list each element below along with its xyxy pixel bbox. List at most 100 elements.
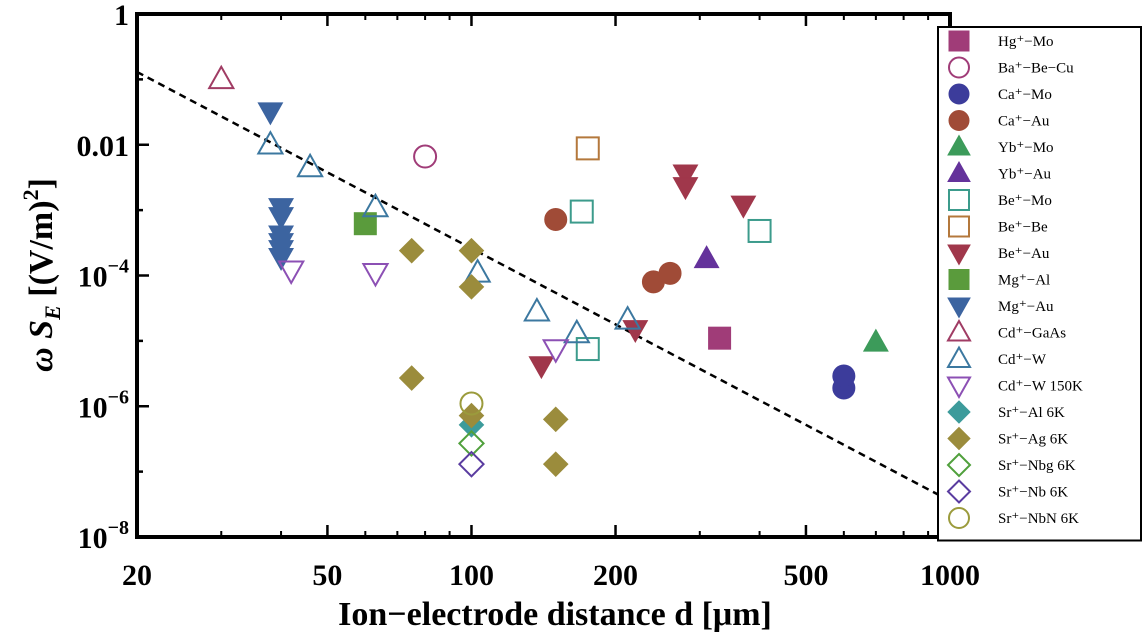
- legend-item: Hg⁺−Mo: [948, 30, 1054, 52]
- data-point: [458, 274, 485, 300]
- data-point: [693, 245, 720, 269]
- legend-marker: [947, 160, 971, 182]
- x-tick-label: 1000: [920, 559, 980, 592]
- legend-marker: [946, 376, 972, 400]
- legend-label: Sr⁺−Nbg 6K: [998, 458, 1076, 474]
- legend-marker: [947, 134, 971, 156]
- data-point: [708, 326, 732, 350]
- trend-line-layer: [137, 70, 950, 502]
- data-point: [398, 237, 425, 264]
- legend-marker: [948, 56, 970, 79]
- legend-marker: [947, 400, 971, 424]
- plot-frame: [135, 12, 952, 539]
- data-point: [542, 451, 569, 477]
- legend-label: Hg⁺−Mo: [998, 34, 1054, 50]
- legend-label: Cd⁺−W: [998, 352, 1047, 368]
- series-8: [528, 164, 757, 380]
- legend-item: Cd⁺−W 150K: [946, 376, 1083, 400]
- legend-marker: [947, 244, 971, 266]
- legend-marker: [948, 189, 970, 211]
- legend-label: Yb⁺−Au: [998, 167, 1052, 183]
- data-point: [457, 429, 485, 457]
- series-7: [575, 136, 600, 161]
- data-point: [575, 337, 600, 362]
- data-point: [277, 260, 306, 286]
- series-1: [413, 144, 438, 169]
- series-2: [832, 364, 856, 400]
- data-point: [528, 356, 555, 380]
- data-points-layer: [207, 64, 889, 478]
- series-3: [544, 207, 682, 294]
- series-18: [459, 391, 484, 416]
- data-point: [562, 318, 591, 344]
- data-point: [361, 262, 390, 288]
- legend-item: Be⁺−Be: [948, 215, 1048, 238]
- legend-item: Sr⁺−NbN 6K: [948, 507, 1079, 529]
- series-6: [569, 199, 772, 362]
- legend-marker: [946, 318, 972, 342]
- data-point: [542, 406, 569, 433]
- data-point: [458, 237, 485, 264]
- data-point: [575, 136, 600, 161]
- data-point: [268, 247, 295, 271]
- legend-label: Ba⁺−Be−Cu: [998, 61, 1074, 77]
- data-point: [658, 261, 682, 285]
- legend-item: Mg⁺−Al: [948, 269, 1050, 290]
- data-point: [747, 218, 772, 243]
- legend-marker: [946, 479, 972, 504]
- legend-label: Ca⁺−Mo: [998, 87, 1052, 103]
- y-tick-label: 10−4: [78, 256, 129, 294]
- legend-item: Sr⁺−Al 6K: [947, 400, 1065, 424]
- axes-layer: 20 50 100 200 500 1000 10−8 10−6 10−4 0.01 1: [77, 0, 981, 592]
- series-4: [862, 328, 889, 352]
- data-point: [361, 192, 390, 218]
- y-tick-label: 0.01: [77, 130, 130, 163]
- data-point: [730, 195, 757, 219]
- y-tick-label: 10−6: [78, 386, 129, 424]
- legend-item: Ba⁺−Be−Cu: [948, 56, 1074, 79]
- series-5: [693, 245, 720, 269]
- legend-item: Yb⁺−Au: [947, 160, 1052, 183]
- data-point: [541, 339, 570, 364]
- data-point: [268, 207, 295, 231]
- legend-item: Ca⁺−Mo: [948, 83, 1052, 105]
- data-point: [569, 199, 594, 224]
- series-13: [277, 260, 570, 364]
- legend-marker: [948, 507, 970, 529]
- data-point: [672, 177, 699, 201]
- legend-item: Cd⁺−GaAs: [946, 318, 1066, 342]
- legend-label: Mg⁺−Al: [998, 273, 1050, 289]
- data-point: [457, 450, 485, 478]
- legend-item: Yb⁺−Mo: [947, 134, 1054, 156]
- legend: Hg⁺−Mo Ba⁺−Be−Cu Ca⁺−Mo Ca⁺−Au Yb⁺−Mo Yb⁺−Au B…: [937, 26, 1142, 542]
- series-0: [708, 326, 732, 350]
- legend-label: Be⁺−Mo: [998, 193, 1052, 209]
- legend-marker: [946, 345, 972, 368]
- plot-area: [135, 12, 952, 539]
- series-15: [398, 237, 569, 477]
- data-point: [523, 296, 551, 322]
- legend-box: [937, 26, 1142, 542]
- y-tick-label: 1: [114, 0, 129, 32]
- data-point: [832, 364, 856, 388]
- legend-label: Sr⁺−NbN 6K: [998, 511, 1079, 527]
- trend-line: [137, 70, 950, 502]
- series-11: [207, 64, 236, 90]
- legend-marker: [946, 452, 972, 478]
- legend-marker: [947, 426, 971, 451]
- legend-item: Ca⁺−Au: [948, 110, 1050, 131]
- legend-label: Ca⁺−Au: [998, 114, 1050, 130]
- legend-marker: [948, 215, 970, 238]
- x-tick-label: 200: [593, 559, 638, 592]
- legend-label: Be⁺−Be: [998, 220, 1048, 236]
- legend-label: Cd⁺−GaAs: [998, 326, 1066, 342]
- legend-item: Sr⁺−Ag 6K: [947, 426, 1068, 451]
- legend-marker: [948, 83, 970, 105]
- data-point: [613, 305, 642, 330]
- x-tick-label: 50: [312, 559, 342, 592]
- data-point: [257, 102, 284, 126]
- x-axis-label: Ion−electrode distance d [μm]: [338, 596, 772, 633]
- legend-item: Sr⁺−Nb 6K: [946, 479, 1068, 504]
- legend-label: Sr⁺−Ag 6K: [998, 432, 1068, 448]
- legend-item: Be⁺−Mo: [948, 189, 1052, 211]
